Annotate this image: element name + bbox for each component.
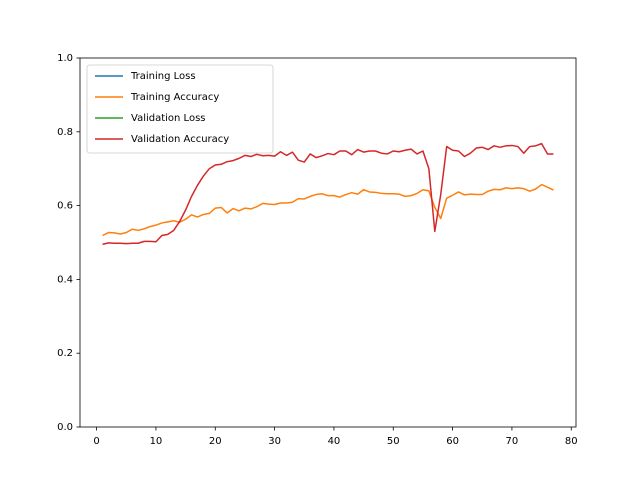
- y-tick-label: 0.6: [57, 201, 73, 212]
- plot-lines: [102, 142, 554, 246]
- x-tick-label: 10: [150, 436, 163, 447]
- legend-label: Training Accuracy: [130, 92, 219, 103]
- x-tick-label: 50: [387, 436, 400, 447]
- y-tick-label: 0.8: [57, 127, 73, 138]
- series-line: [102, 183, 554, 237]
- x-tick-label: 30: [268, 436, 281, 447]
- x-tick-label: 80: [565, 436, 578, 447]
- legend-label: Validation Accuracy: [131, 134, 229, 145]
- x-tick-label: 20: [209, 436, 222, 447]
- legend-box: [86, 64, 274, 154]
- y-tick-label: 0.2: [57, 348, 73, 359]
- y-tick-label: 1.0: [57, 53, 73, 64]
- x-tick-label: 60: [446, 436, 459, 447]
- legend-label: Validation Loss: [131, 113, 206, 124]
- x-tick-label: 0: [93, 436, 99, 447]
- y-tick-label: 0.4: [57, 274, 73, 285]
- axes-frame: [79, 57, 577, 428]
- x-tick-label: 70: [506, 436, 519, 447]
- legend-label: Training Loss: [130, 71, 196, 82]
- x-tick-label: 40: [328, 436, 341, 447]
- y-tick-label: 0.0: [57, 422, 73, 433]
- series-line: [102, 142, 554, 246]
